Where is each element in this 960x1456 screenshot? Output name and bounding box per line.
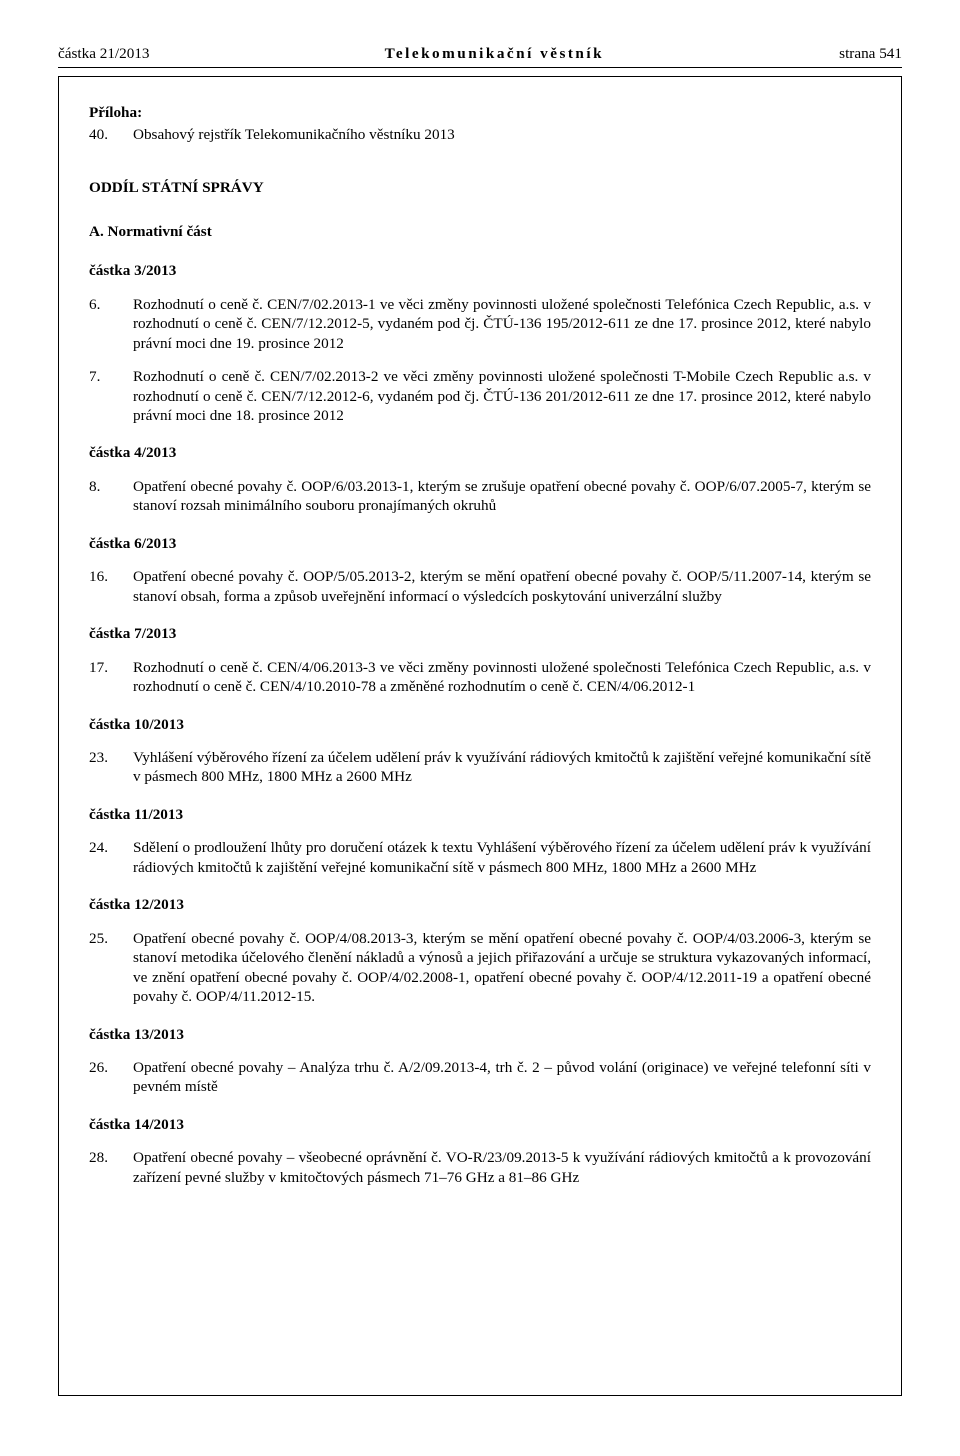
oddil-heading: ODDÍL STÁTNÍ SPRÁVY — [89, 178, 871, 197]
list-item: 28.Opatření obecné povahy – všeobecné op… — [89, 1148, 871, 1187]
item-number: 7. — [89, 367, 133, 425]
list-item: 24.Sdělení o prodloužení lhůty pro doruč… — [89, 838, 871, 877]
item-text: Opatření obecné povahy č. OOP/5/05.2013-… — [133, 567, 871, 606]
item-number: 17. — [89, 658, 133, 697]
item-number: 8. — [89, 477, 133, 516]
priloha-line: 40. Obsahový rejstřík Telekomunikačního … — [89, 125, 871, 144]
page: částka 21/2013 Telekomunikační věstník s… — [0, 0, 960, 1456]
castka-heading: částka 13/2013 — [89, 1025, 871, 1044]
header-right: strana 541 — [839, 44, 902, 63]
item-text: Opatření obecné povahy – Analýza trhu č.… — [133, 1058, 871, 1097]
item-number: 25. — [89, 929, 133, 1007]
priloha-num: 40. — [89, 125, 133, 144]
item-number: 26. — [89, 1058, 133, 1097]
page-header: částka 21/2013 Telekomunikační věstník s… — [58, 44, 902, 63]
item-text: Vyhlášení výběrového řízení za účelem ud… — [133, 748, 871, 787]
castka-heading: částka 7/2013 — [89, 624, 871, 643]
item-number: 24. — [89, 838, 133, 877]
item-number: 16. — [89, 567, 133, 606]
list-item: 16.Opatření obecné povahy č. OOP/5/05.20… — [89, 567, 871, 606]
castka-heading: částka 3/2013 — [89, 261, 871, 280]
item-text: Rozhodnutí o ceně č. CEN/7/02.2013-2 ve … — [133, 367, 871, 425]
priloha-title: Obsahový rejstřík Telekomunikačního věst… — [133, 125, 455, 144]
normativni-heading: A. Normativní část — [89, 222, 871, 241]
item-number: 28. — [89, 1148, 133, 1187]
list-item: 7.Rozhodnutí o ceně č. CEN/7/02.2013-2 v… — [89, 367, 871, 425]
item-text: Rozhodnutí o ceně č. CEN/4/06.2013-3 ve … — [133, 658, 871, 697]
list-item: 8.Opatření obecné povahy č. OOP/6/03.201… — [89, 477, 871, 516]
castka-heading: částka 4/2013 — [89, 443, 871, 462]
content-frame: Příloha: 40. Obsahový rejstřík Telekomun… — [58, 76, 902, 1396]
list-item: 17.Rozhodnutí o ceně č. CEN/4/06.2013-3 … — [89, 658, 871, 697]
list-item: 26.Opatření obecné povahy – Analýza trhu… — [89, 1058, 871, 1097]
item-number: 6. — [89, 295, 133, 353]
item-text: Sdělení o prodloužení lhůty pro doručení… — [133, 838, 871, 877]
item-text: Opatření obecné povahy – všeobecné opráv… — [133, 1148, 871, 1187]
castka-heading: částka 14/2013 — [89, 1115, 871, 1134]
priloha-label: Příloha: — [89, 103, 871, 122]
castka-heading: částka 6/2013 — [89, 534, 871, 553]
item-text: Rozhodnutí o ceně č. CEN/7/02.2013-1 ve … — [133, 295, 871, 353]
list-item: 25.Opatření obecné povahy č. OOP/4/08.20… — [89, 929, 871, 1007]
castka-heading: částka 12/2013 — [89, 895, 871, 914]
sections-container: částka 3/20136.Rozhodnutí o ceně č. CEN/… — [89, 261, 871, 1187]
castka-heading: částka 11/2013 — [89, 805, 871, 824]
item-number: 23. — [89, 748, 133, 787]
item-text: Opatření obecné povahy č. OOP/4/08.2013-… — [133, 929, 871, 1007]
header-rule — [58, 67, 902, 68]
header-left: částka 21/2013 — [58, 44, 150, 63]
list-item: 23.Vyhlášení výběrového řízení za účelem… — [89, 748, 871, 787]
item-text: Opatření obecné povahy č. OOP/6/03.2013-… — [133, 477, 871, 516]
castka-heading: částka 10/2013 — [89, 715, 871, 734]
header-center: Telekomunikační věstník — [385, 44, 604, 63]
list-item: 6.Rozhodnutí o ceně č. CEN/7/02.2013-1 v… — [89, 295, 871, 353]
